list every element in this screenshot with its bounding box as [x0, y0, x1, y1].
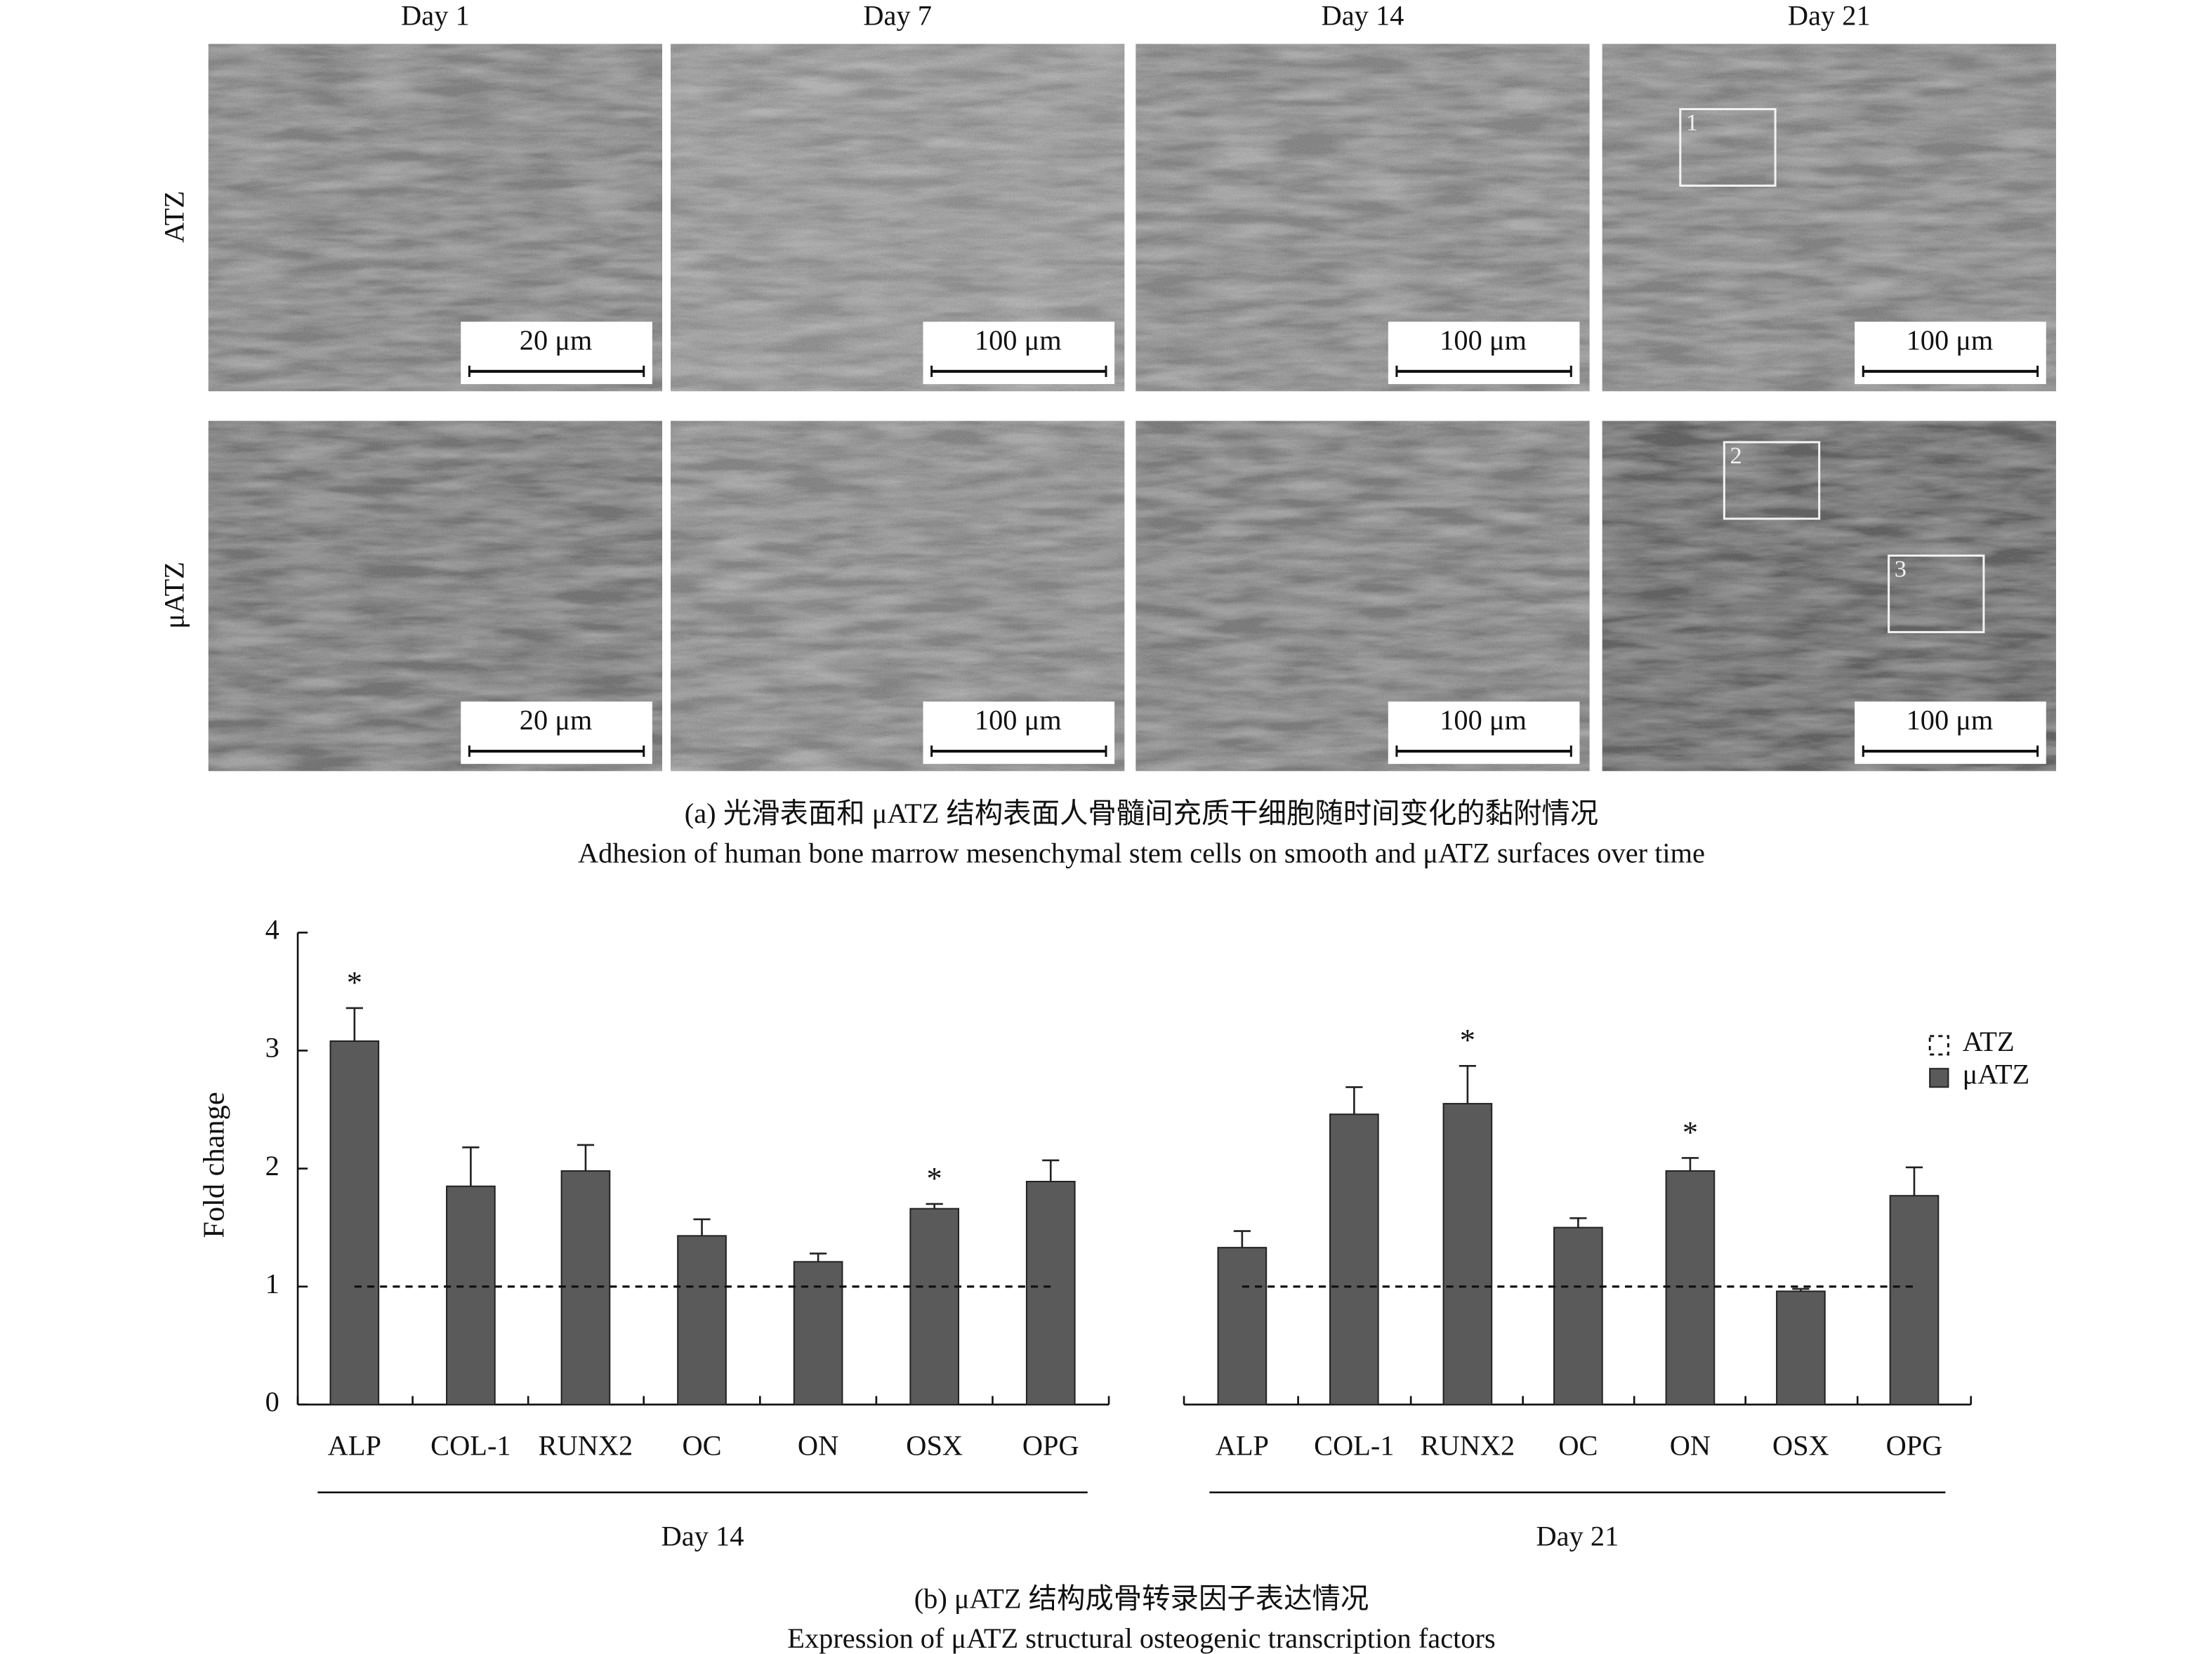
caption-a-cn: (a) 光滑表面和 μATZ 结构表面人骨髓间充质干细胞随时间变化的黏附情况 [685, 798, 1598, 829]
y-tick-label: 4 [265, 914, 279, 946]
scale-bar-box [1855, 322, 2046, 385]
legend-label: μATZ [1963, 1059, 2030, 1090]
bar [909, 1208, 960, 1405]
y-tick-label: 1 [265, 1268, 279, 1299]
bar [793, 1261, 843, 1405]
scale-bar-label: 20 μm [520, 324, 593, 356]
scale-bar-label: 100 μm [1440, 704, 1527, 736]
y-tick-label: 0 [265, 1386, 279, 1417]
bar [329, 1040, 380, 1405]
scale-bar-box [1388, 322, 1580, 385]
row-label: ATZ [159, 191, 190, 243]
bar [1553, 1226, 1603, 1405]
scale-bar-box [1388, 701, 1580, 765]
x-tick-label: ALP [1216, 1430, 1269, 1462]
legend-label: ATZ [1963, 1026, 2015, 1057]
region-label: 3 [1895, 555, 1907, 582]
x-tick-label: OPG [1022, 1430, 1079, 1462]
scale-bar-box [923, 322, 1115, 385]
column-label: Day 7 [863, 0, 932, 32]
region-label: 2 [1730, 442, 1742, 469]
region-label: 1 [1686, 110, 1698, 136]
x-tick-label: RUNX2 [1421, 1430, 1515, 1462]
group-label: Day 21 [1536, 1521, 1619, 1552]
column-label: Day 21 [1788, 0, 1871, 32]
scale-bar-label: 100 μm [1907, 324, 1994, 356]
column-label: Day 14 [1322, 0, 1404, 32]
bar [1665, 1170, 1716, 1405]
bar [1025, 1181, 1076, 1405]
scale-bar-label: 100 μm [975, 324, 1062, 356]
x-tick-label: OSX [906, 1430, 963, 1462]
scale-bar-label: 100 μm [1907, 704, 1994, 736]
region-box [1679, 107, 1777, 187]
bar [1889, 1195, 1940, 1405]
column-label: Day 1 [401, 0, 470, 32]
scale-bar-box [923, 701, 1115, 765]
scale-bar-box [461, 322, 652, 385]
y-tick-label: 3 [265, 1032, 279, 1064]
significance-marker: * [347, 965, 362, 1000]
region-box [1888, 554, 1985, 633]
x-tick-label: COL-1 [1314, 1430, 1394, 1462]
x-tick-label: OC [1558, 1430, 1598, 1462]
x-tick-label: RUNX2 [539, 1430, 633, 1462]
significance-marker: * [1460, 1022, 1475, 1057]
significance-marker: * [1683, 1114, 1698, 1149]
caption-b-en: Expression of μATZ structural osteogenic… [787, 1622, 1495, 1654]
bar [446, 1185, 496, 1405]
scale-bar-label: 100 μm [1440, 324, 1527, 356]
bar [1442, 1103, 1493, 1405]
scale-bar-box [1855, 701, 2046, 765]
caption-b-cn: (b) μATZ 结构成骨转录因子表达情况 [914, 1583, 1369, 1615]
x-tick-label: OSX [1772, 1430, 1829, 1462]
row-label: μATZ [159, 562, 190, 629]
bar [1329, 1113, 1379, 1405]
caption-a-en: Adhesion of human bone marrow mesenchyma… [578, 838, 1705, 869]
x-tick-label: ALP [328, 1430, 381, 1462]
region-box [1723, 441, 1821, 520]
y-tick-label: 2 [265, 1150, 279, 1182]
scale-bar-box [461, 701, 652, 765]
bar [1776, 1290, 1826, 1405]
x-tick-label: OPG [1886, 1430, 1943, 1462]
x-tick-label: ON [1670, 1430, 1711, 1462]
legend-swatch [1928, 1035, 1949, 1056]
x-tick-label: COL-1 [430, 1430, 511, 1462]
x-tick-label: ON [798, 1430, 838, 1462]
bar [1217, 1247, 1268, 1405]
scale-bar-label: 20 μm [520, 704, 593, 736]
bar [560, 1170, 611, 1405]
bar [677, 1235, 727, 1405]
x-tick-label: OC [682, 1430, 721, 1462]
y-axis-label: Fold change [198, 1092, 231, 1238]
significance-marker: * [927, 1160, 942, 1196]
group-label: Day 14 [661, 1521, 744, 1552]
legend-swatch [1929, 1068, 1949, 1088]
scale-bar-label: 100 μm [975, 704, 1062, 736]
